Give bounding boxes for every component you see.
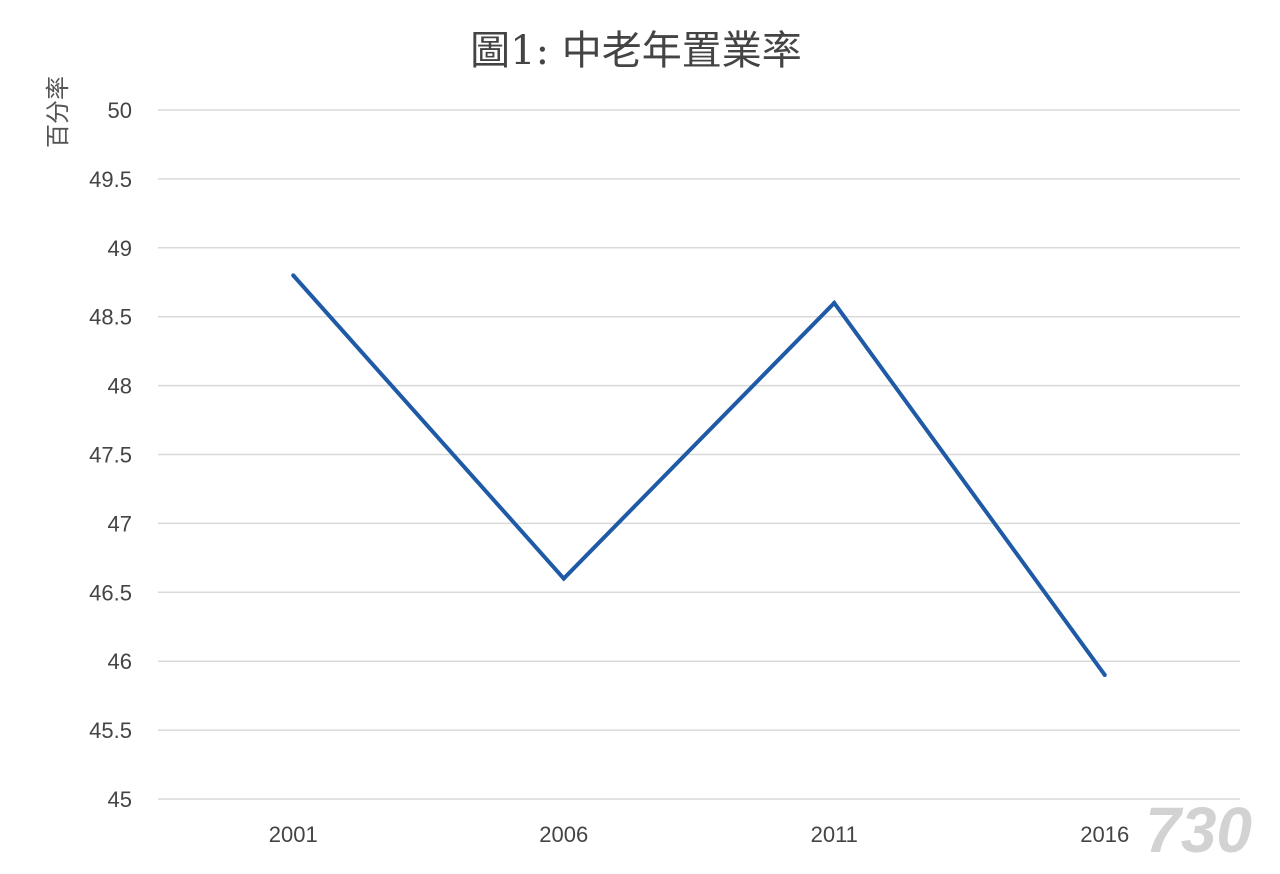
y-tick-label: 46.5 xyxy=(89,580,132,605)
x-tick-label: 2011 xyxy=(811,822,858,847)
y-tick-label: 45.5 xyxy=(89,718,132,743)
x-tick-label: 2001 xyxy=(269,822,318,847)
y-tick-label: 47.5 xyxy=(89,443,132,468)
y-tick-label: 45 xyxy=(108,787,132,812)
x-tick-label: 2006 xyxy=(539,822,588,847)
y-tick-label: 46 xyxy=(108,649,132,674)
gridlines xyxy=(158,109,1240,800)
x-axis-ticks: 2001 2006 2011 2016 xyxy=(269,822,1129,847)
y-axis-label: 百分率 xyxy=(44,76,72,148)
series-layer xyxy=(291,273,1107,677)
y-tick-label: 49.5 xyxy=(89,167,132,192)
series-line xyxy=(291,274,1107,677)
y-tick-label: 49 xyxy=(108,236,132,261)
data-point xyxy=(291,273,296,278)
y-tick-label: 47 xyxy=(108,511,132,536)
y-tick-label: 50 xyxy=(108,98,132,123)
data-point xyxy=(1102,672,1107,677)
chart-title: 圖1: 中老年置業率 xyxy=(470,28,802,74)
data-point xyxy=(832,300,837,305)
y-tick-label: 48 xyxy=(108,374,132,399)
data-point xyxy=(561,576,566,581)
x-tick-label: 2016 xyxy=(1080,822,1129,847)
watermark-logo: 730 xyxy=(1145,794,1252,866)
y-tick-label: 48.5 xyxy=(89,305,132,330)
y-axis-ticks: 45 45.5 46 46.5 47 47.5 48 48.5 49 49.5 50 xyxy=(89,98,132,812)
